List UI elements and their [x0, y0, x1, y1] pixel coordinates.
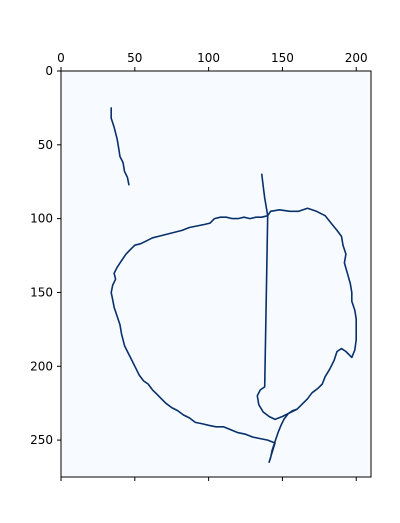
edge-pixels — [110, 107, 358, 464]
x-axis: 0 50 100 150 200 — [57, 51, 368, 481]
x-tick-label: 50 — [127, 51, 142, 65]
x-tick-label: 0 — [57, 51, 65, 65]
y-tick-label: 0 — [45, 64, 53, 78]
x-tick-label: 100 — [197, 51, 220, 65]
y-tick-label: 50 — [38, 138, 53, 152]
x-tick-label: 150 — [271, 51, 294, 65]
x-tick-label: 200 — [345, 51, 368, 65]
image-background — [61, 71, 371, 477]
y-axis: 0 50 100 150 200 250 — [30, 64, 61, 447]
plot-area — [60, 70, 372, 478]
plot-frame — [60, 70, 372, 478]
y-tick-label: 250 — [30, 433, 53, 447]
edge-stroke-1 — [110, 107, 130, 186]
edge-stroke-2 — [110, 173, 358, 464]
y-tick-label: 100 — [30, 212, 53, 226]
y-tick-label: 200 — [30, 359, 53, 373]
y-tick-label: 150 — [30, 285, 53, 299]
